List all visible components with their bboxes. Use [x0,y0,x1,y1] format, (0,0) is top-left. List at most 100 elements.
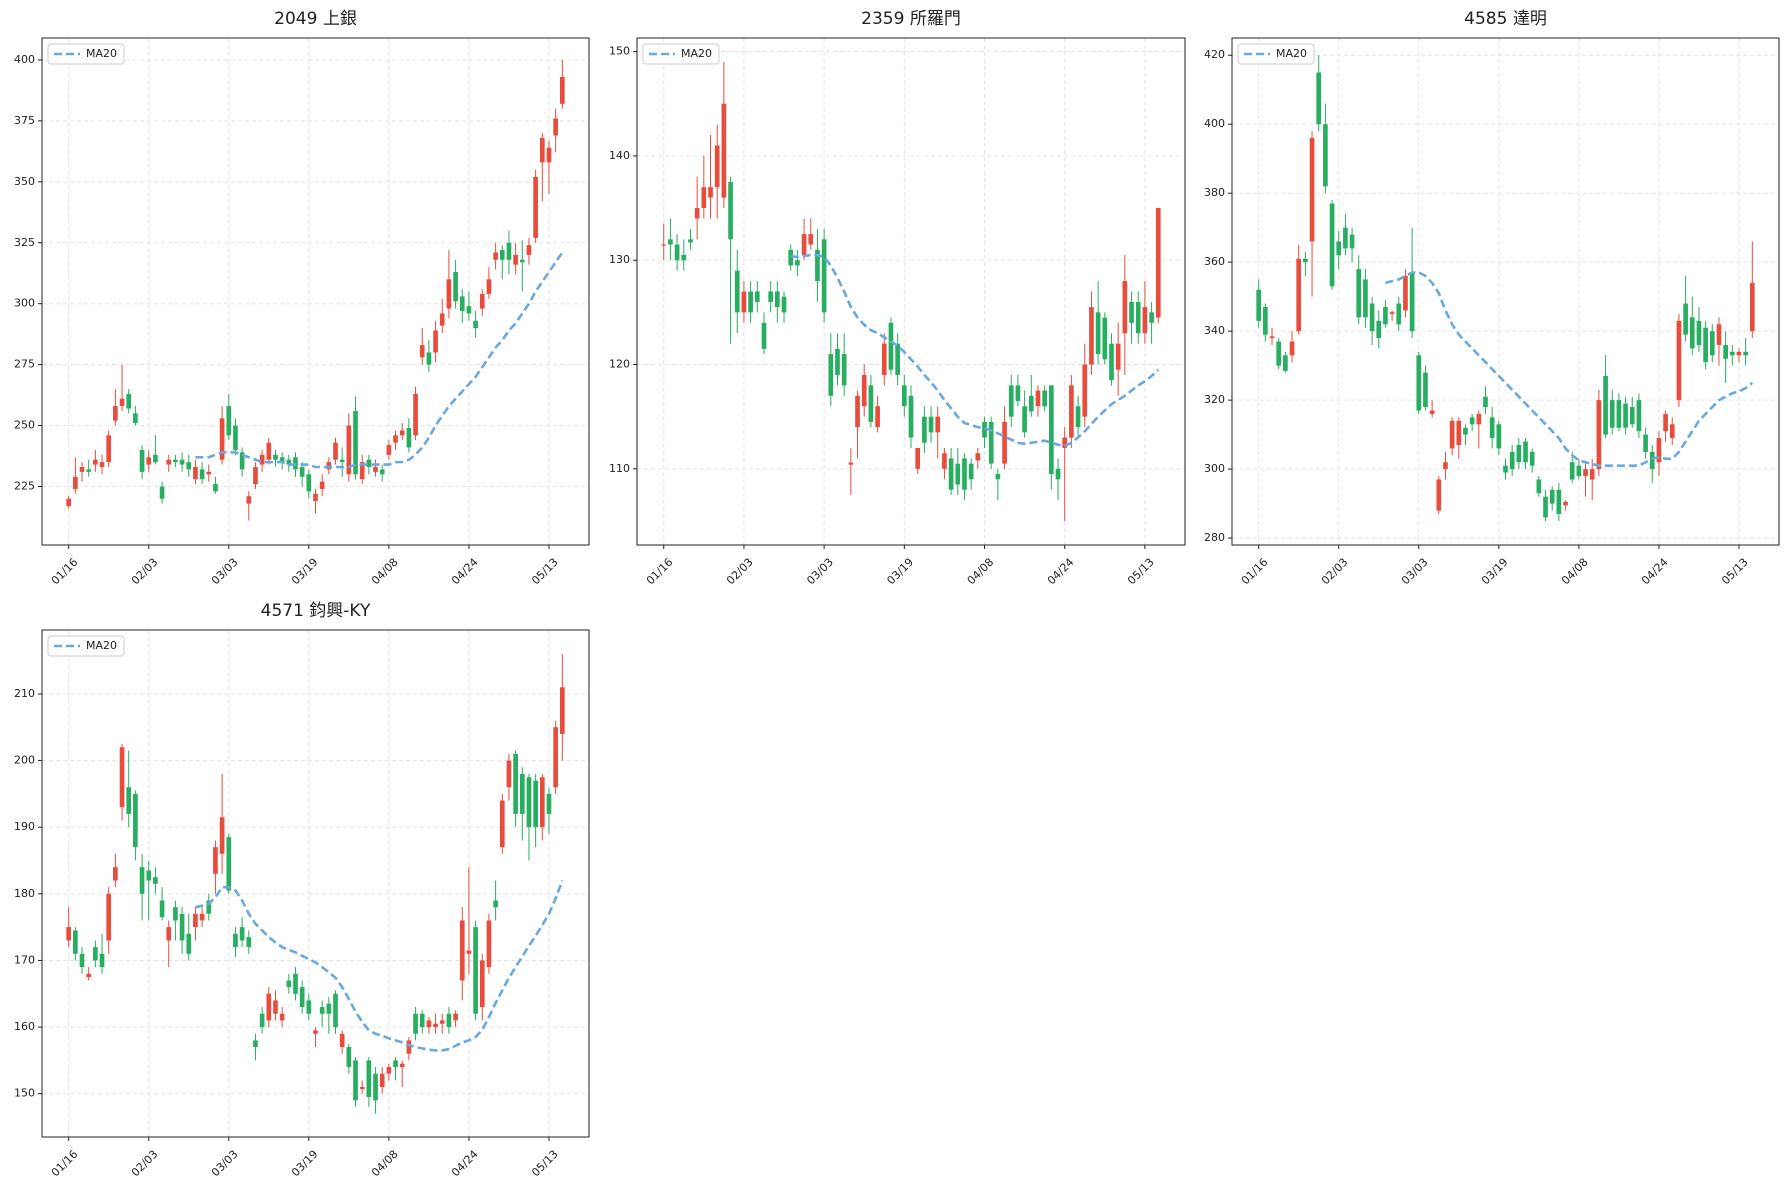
candle-body [1716,324,1722,345]
candle-body [253,1040,258,1048]
candle-body [1603,376,1608,435]
x-tick-label: 04/08 [369,556,401,588]
candle-body [895,343,900,375]
x-tick-label: 02/03 [724,556,756,588]
candle-body [995,474,1001,480]
candle-body [66,498,72,506]
candle-body [815,249,820,282]
candle-body [701,187,707,209]
x-tick-label: 05/13 [529,1148,561,1180]
candle-body [754,291,760,302]
candle-body [153,877,158,884]
panel-title: 2049 上銀 [274,9,357,29]
candle-body [901,385,907,407]
candle-body [466,306,472,314]
y-tick-label: 350 [14,175,35,188]
candle-body [133,793,138,848]
x-tick-label: 03/03 [209,1148,241,1180]
candle-body [319,1007,325,1014]
candle-body [1523,441,1528,463]
candle-body [239,927,245,941]
candle-body [741,291,747,313]
candle-body [366,1060,372,1098]
candle-body [326,1003,332,1014]
y-tick-label: 300 [1204,462,1225,475]
candle-body [393,435,398,443]
candle-body [419,345,425,358]
candle-body [1403,275,1408,311]
y-tick-label: 140 [609,149,630,162]
candle-body [486,279,492,294]
plot-area [42,38,589,545]
x-tick-label: 04/08 [965,556,997,588]
candle-body [1563,501,1568,506]
candle-body [948,458,954,490]
candle-body [359,1087,365,1090]
candle-body [293,973,298,994]
candle-body [1149,312,1154,323]
ma-line [790,253,1160,448]
candle-body [386,445,392,455]
candle-body [319,481,325,489]
x-tick-label: 03/19 [289,1148,321,1180]
panel-title: 4571 鈞興-KY [261,601,371,621]
candle-body [875,406,880,428]
candle-body [1369,303,1375,332]
x-tick-label: 05/13 [1719,556,1751,588]
candle-body [1296,258,1302,332]
candle-body [1309,138,1315,242]
candle-body [688,239,693,243]
panel-title: 2359 所羅門 [861,9,961,29]
candle-body [426,352,432,365]
x-tick-label: 03/19 [1479,556,1511,588]
y-tick-label: 190 [14,820,35,833]
candle-body [346,425,352,475]
candle-body [1589,469,1595,480]
candle-body [1689,317,1695,349]
candle-body [313,1030,318,1034]
candle-body [459,296,465,311]
candle-body [279,1013,285,1021]
candle-body [279,457,285,463]
candle-body [1443,462,1448,470]
candle-body [795,260,800,266]
x-tick-label: 02/03 [129,556,161,588]
candle-body [126,787,132,814]
candle-body [286,980,292,988]
candle-body [1569,462,1575,480]
panel: 2049 上銀 225 250 275 300 325 350 375 400 01/16 02/0… [14,9,590,588]
candle-body [1002,421,1007,464]
y-tick-label: 150 [609,45,630,58]
candle-body [493,252,498,260]
y-tick-label: 380 [1204,186,1225,199]
candle-body [126,393,132,409]
candle-body [1536,479,1542,494]
candle-body [66,927,72,941]
x-tick-label: 03/03 [1399,556,1431,588]
candle-body [393,1060,398,1068]
candle-body [73,930,78,954]
candle-body [1376,320,1382,339]
x-tick-label: 05/13 [529,556,561,588]
candle-body [962,458,967,490]
ma-line [195,251,564,469]
candle-body [935,416,941,433]
candle-body [1028,395,1034,412]
candle-body [1283,355,1288,371]
candle-body [513,753,518,814]
candle-body [1749,282,1755,332]
candle-body [193,467,198,480]
candle-body [1576,465,1582,477]
candle-body [353,1060,358,1101]
candle-body [1583,469,1588,477]
y-tick-label: 160 [14,1020,35,1033]
x-tick-label: 05/13 [1125,556,1157,588]
candle-body [113,406,118,421]
ma-line [195,880,564,1052]
y-tick-label: 280 [1204,531,1225,544]
candle-body [166,927,172,941]
candle-body [1089,307,1094,365]
candle-body [119,398,125,407]
candle-body [213,847,218,874]
